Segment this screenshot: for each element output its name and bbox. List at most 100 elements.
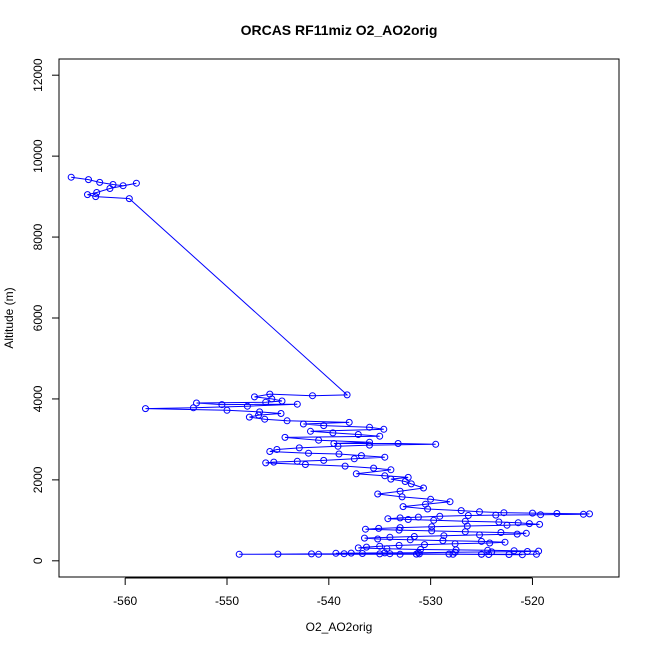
data-point <box>395 526 403 534</box>
y-tick-label: 4000 <box>31 385 45 412</box>
data-point <box>341 462 349 470</box>
data-point <box>396 514 404 522</box>
data-point <box>414 549 422 557</box>
data-point <box>235 550 243 558</box>
data-point <box>445 550 453 558</box>
data-point <box>414 513 422 521</box>
data-point <box>119 182 127 190</box>
data-point <box>315 550 323 558</box>
data-point <box>522 529 530 537</box>
y-tick-label: 8000 <box>31 223 45 250</box>
data-point <box>261 415 269 423</box>
data-point <box>395 541 403 549</box>
data-point <box>380 425 388 433</box>
data-point <box>424 505 432 513</box>
y-axis: 0 2000 4000 6000 8000 10000 12000 <box>31 58 60 564</box>
x-tick-label: -530 <box>419 594 443 608</box>
data-point <box>495 518 503 526</box>
data-point <box>525 520 533 528</box>
data-point <box>283 417 291 425</box>
data-point <box>376 542 384 550</box>
data-point <box>476 508 483 516</box>
x-tick-label: -540 <box>317 594 341 608</box>
data-point <box>358 550 366 557</box>
y-tick-label: 12000 <box>31 58 45 92</box>
data-point <box>251 393 258 401</box>
data-point <box>274 550 282 558</box>
data-point <box>256 408 264 416</box>
data-point <box>484 546 492 554</box>
data-point <box>381 453 389 461</box>
data-point <box>347 549 355 557</box>
data-point <box>293 400 301 408</box>
data-point <box>384 515 392 523</box>
data-point <box>96 178 104 186</box>
data-point <box>432 440 440 448</box>
data-point <box>464 512 472 519</box>
data-point <box>366 441 373 449</box>
data-point <box>354 431 362 438</box>
data-point <box>281 433 289 441</box>
data-point <box>503 521 511 529</box>
data-point <box>361 534 368 542</box>
data-point <box>142 405 149 413</box>
data-point <box>352 470 360 478</box>
data-point <box>332 549 340 557</box>
y-axis-label: Altitude (m) <box>2 287 16 348</box>
data-point <box>366 423 373 431</box>
data-point <box>387 466 395 474</box>
data-point <box>301 461 309 468</box>
x-tick-label: -550 <box>215 594 239 608</box>
data-point <box>386 533 394 541</box>
data-point <box>299 420 307 428</box>
data-point <box>255 411 263 419</box>
y-tick-label: 0 <box>31 557 45 564</box>
data-point <box>398 493 406 501</box>
data-point <box>334 442 342 450</box>
data-point <box>366 438 373 446</box>
data-point <box>320 422 328 430</box>
data-point <box>223 406 231 414</box>
data-point <box>374 535 382 543</box>
data-point <box>345 418 353 426</box>
data-point <box>106 185 114 192</box>
data-point <box>340 550 348 558</box>
data-point <box>486 539 494 547</box>
data-point <box>449 550 457 558</box>
data-point <box>461 528 469 536</box>
plot-frame <box>58 58 620 578</box>
series-line <box>71 176 590 556</box>
data-point <box>485 551 493 558</box>
data-point <box>421 541 428 549</box>
data-point <box>492 511 500 519</box>
data-point <box>404 516 412 523</box>
data-point <box>523 548 531 555</box>
data-point <box>245 413 253 421</box>
data-point <box>266 448 274 455</box>
x-axis: -560 -550 -540 -530 -520 <box>113 577 545 608</box>
data-point <box>277 410 285 417</box>
data-point <box>406 536 414 544</box>
data-point <box>305 449 312 457</box>
data-point <box>399 503 407 511</box>
series-layer <box>67 173 593 559</box>
data-point <box>376 550 384 558</box>
data-point <box>370 464 378 472</box>
data-point <box>476 531 483 539</box>
data-point <box>350 455 358 463</box>
data-point <box>440 532 448 540</box>
data-point <box>262 459 270 467</box>
data-point <box>553 510 561 517</box>
data-point <box>329 429 337 437</box>
x-tick-label: -560 <box>113 594 137 608</box>
data-point <box>518 551 526 559</box>
y-tick-label: 2000 <box>31 466 45 493</box>
data-point <box>193 399 200 407</box>
data-point <box>478 537 485 545</box>
data-point <box>383 545 391 553</box>
data-point <box>579 510 587 518</box>
data-point <box>381 472 389 480</box>
data-point <box>362 525 369 533</box>
data-point <box>67 173 75 181</box>
